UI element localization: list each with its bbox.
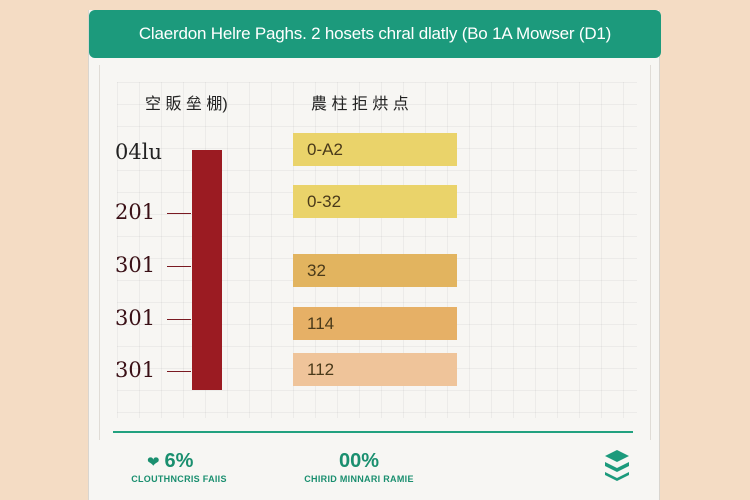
stat-right: 00% CHIRID MINNARI RAMIE [289, 450, 429, 484]
bar-label: 112 [307, 360, 335, 379]
tick-mark [167, 371, 191, 372]
tick-label: 201 [115, 200, 156, 224]
tick-label: 301 [115, 306, 156, 330]
bar [192, 150, 222, 390]
layers-icon [605, 450, 629, 481]
page-title: Claerdon Helre Paghs. 2 hosets chral dla… [89, 10, 661, 58]
tick-label: 301 [115, 358, 156, 382]
tick-mark [167, 319, 191, 320]
bar: 0-A2 [293, 133, 457, 166]
right-column-title: 農 柱 拒 烘 点 [311, 96, 409, 113]
tick-mark [167, 266, 191, 267]
stat-value: 00% [338, 450, 380, 472]
chart-panel: Claerdon Helre Paghs. 2 hosets chral dla… [88, 10, 661, 500]
bar: 0-32 [293, 185, 457, 218]
bar-label: 114 [307, 314, 335, 333]
bar: 114 [293, 307, 457, 340]
stat-left: 6% CLOUTHNCRIS FAIIS [109, 450, 249, 484]
tick-label: 04lu [115, 140, 162, 164]
heart-icon: ❤ [147, 454, 160, 471]
stat-caption: CLOUTHNCRIS FAIIS [131, 474, 227, 484]
divider [113, 431, 633, 433]
left-column-title: 空 販 垒 棚) [145, 96, 228, 113]
bar: 112 [293, 353, 457, 386]
stat-caption: CHIRID MINNARI RAMIE [304, 474, 414, 484]
stat-value: 6% [164, 450, 194, 472]
bar: 32 [293, 254, 457, 287]
tick-label: 301 [115, 253, 156, 277]
bar-label: 32 [307, 261, 326, 280]
bar-label: 0-A2 [307, 140, 343, 159]
chart-frame [99, 65, 651, 440]
tick-mark [167, 213, 191, 214]
bar-label: 0-32 [307, 192, 342, 211]
